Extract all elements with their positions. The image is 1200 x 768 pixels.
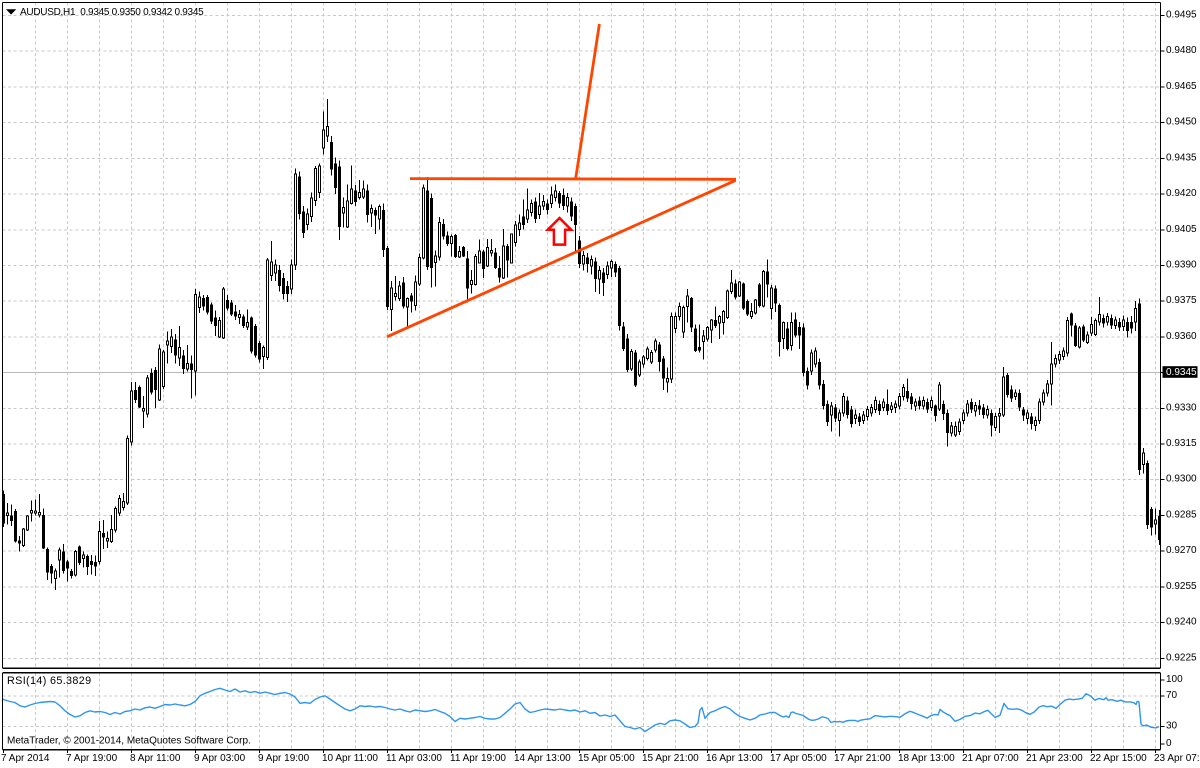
svg-text:9 Apr 03:00: 9 Apr 03:00	[194, 753, 246, 764]
svg-text:0.9300: 0.9300	[1166, 474, 1197, 485]
svg-text:0.9345: 0.9345	[1166, 367, 1197, 378]
svg-text:0.9465: 0.9465	[1166, 81, 1197, 92]
svg-text:0.9435: 0.9435	[1166, 152, 1197, 163]
svg-text:0.9390: 0.9390	[1166, 260, 1197, 271]
svg-text:30: 30	[1166, 721, 1178, 732]
svg-text:17 Apr 21:00: 17 Apr 21:00	[834, 753, 891, 764]
svg-text:17 Apr 05:00: 17 Apr 05:00	[770, 753, 827, 764]
svg-text:0.9480: 0.9480	[1166, 45, 1197, 56]
svg-text:0.9420: 0.9420	[1166, 188, 1197, 199]
svg-text:8 Apr 11:00: 8 Apr 11:00	[130, 753, 181, 764]
svg-text:7 Apr 19:00: 7 Apr 19:00	[66, 753, 118, 764]
svg-text:AUDUSD,H1 0.9345 0.9350 0.934: AUDUSD,H1 0.9345 0.9350 0.9342 0.9345	[20, 7, 204, 18]
svg-text:15 Apr 21:00: 15 Apr 21:00	[642, 753, 699, 764]
svg-text:9 Apr 19:00: 9 Apr 19:00	[258, 753, 310, 764]
svg-text:0.9450: 0.9450	[1166, 117, 1197, 128]
svg-text:10 Apr 11:00: 10 Apr 11:00	[322, 753, 378, 764]
svg-text:11 Apr 19:00: 11 Apr 19:00	[450, 753, 506, 764]
svg-text:11 Apr 03:00: 11 Apr 03:00	[386, 753, 442, 764]
svg-text:0.9315: 0.9315	[1166, 438, 1197, 449]
svg-text:0.9240: 0.9240	[1166, 617, 1197, 628]
svg-text:16 Apr 13:00: 16 Apr 13:00	[706, 753, 763, 764]
svg-text:14 Apr 13:00: 14 Apr 13:00	[514, 753, 571, 764]
svg-text:70: 70	[1166, 690, 1178, 701]
svg-text:0.9285: 0.9285	[1166, 509, 1197, 520]
svg-text:0.9495: 0.9495	[1166, 10, 1197, 21]
svg-text:0.9360: 0.9360	[1166, 331, 1197, 342]
svg-text:21 Apr 23:00: 21 Apr 23:00	[1026, 753, 1083, 764]
svg-text:21 Apr 07:00: 21 Apr 07:00	[962, 753, 1019, 764]
svg-text:22 Apr 15:00: 22 Apr 15:00	[1090, 753, 1147, 764]
svg-text:0.9375: 0.9375	[1166, 295, 1197, 306]
svg-text:0.9255: 0.9255	[1166, 581, 1197, 592]
svg-text:0.9330: 0.9330	[1166, 402, 1197, 413]
svg-text:15 Apr 05:00: 15 Apr 05:00	[578, 753, 635, 764]
svg-text:100: 100	[1166, 674, 1183, 685]
svg-text:23 Apr 07:00: 23 Apr 07:00	[1154, 753, 1200, 764]
svg-text:0.9405: 0.9405	[1166, 224, 1197, 235]
svg-text:0.9225: 0.9225	[1166, 652, 1197, 663]
svg-text:0: 0	[1166, 738, 1172, 749]
svg-text:RSI(14) 65.3829: RSI(14) 65.3829	[7, 675, 91, 687]
svg-text:0.9270: 0.9270	[1166, 545, 1197, 556]
svg-text:18 Apr 13:00: 18 Apr 13:00	[898, 753, 955, 764]
svg-text:7 Apr 2014: 7 Apr 2014	[1, 753, 50, 764]
svg-text:MetaTrader, © 2001-2014, MetaQ: MetaTrader, © 2001-2014, MetaQuotes Soft…	[7, 735, 251, 746]
